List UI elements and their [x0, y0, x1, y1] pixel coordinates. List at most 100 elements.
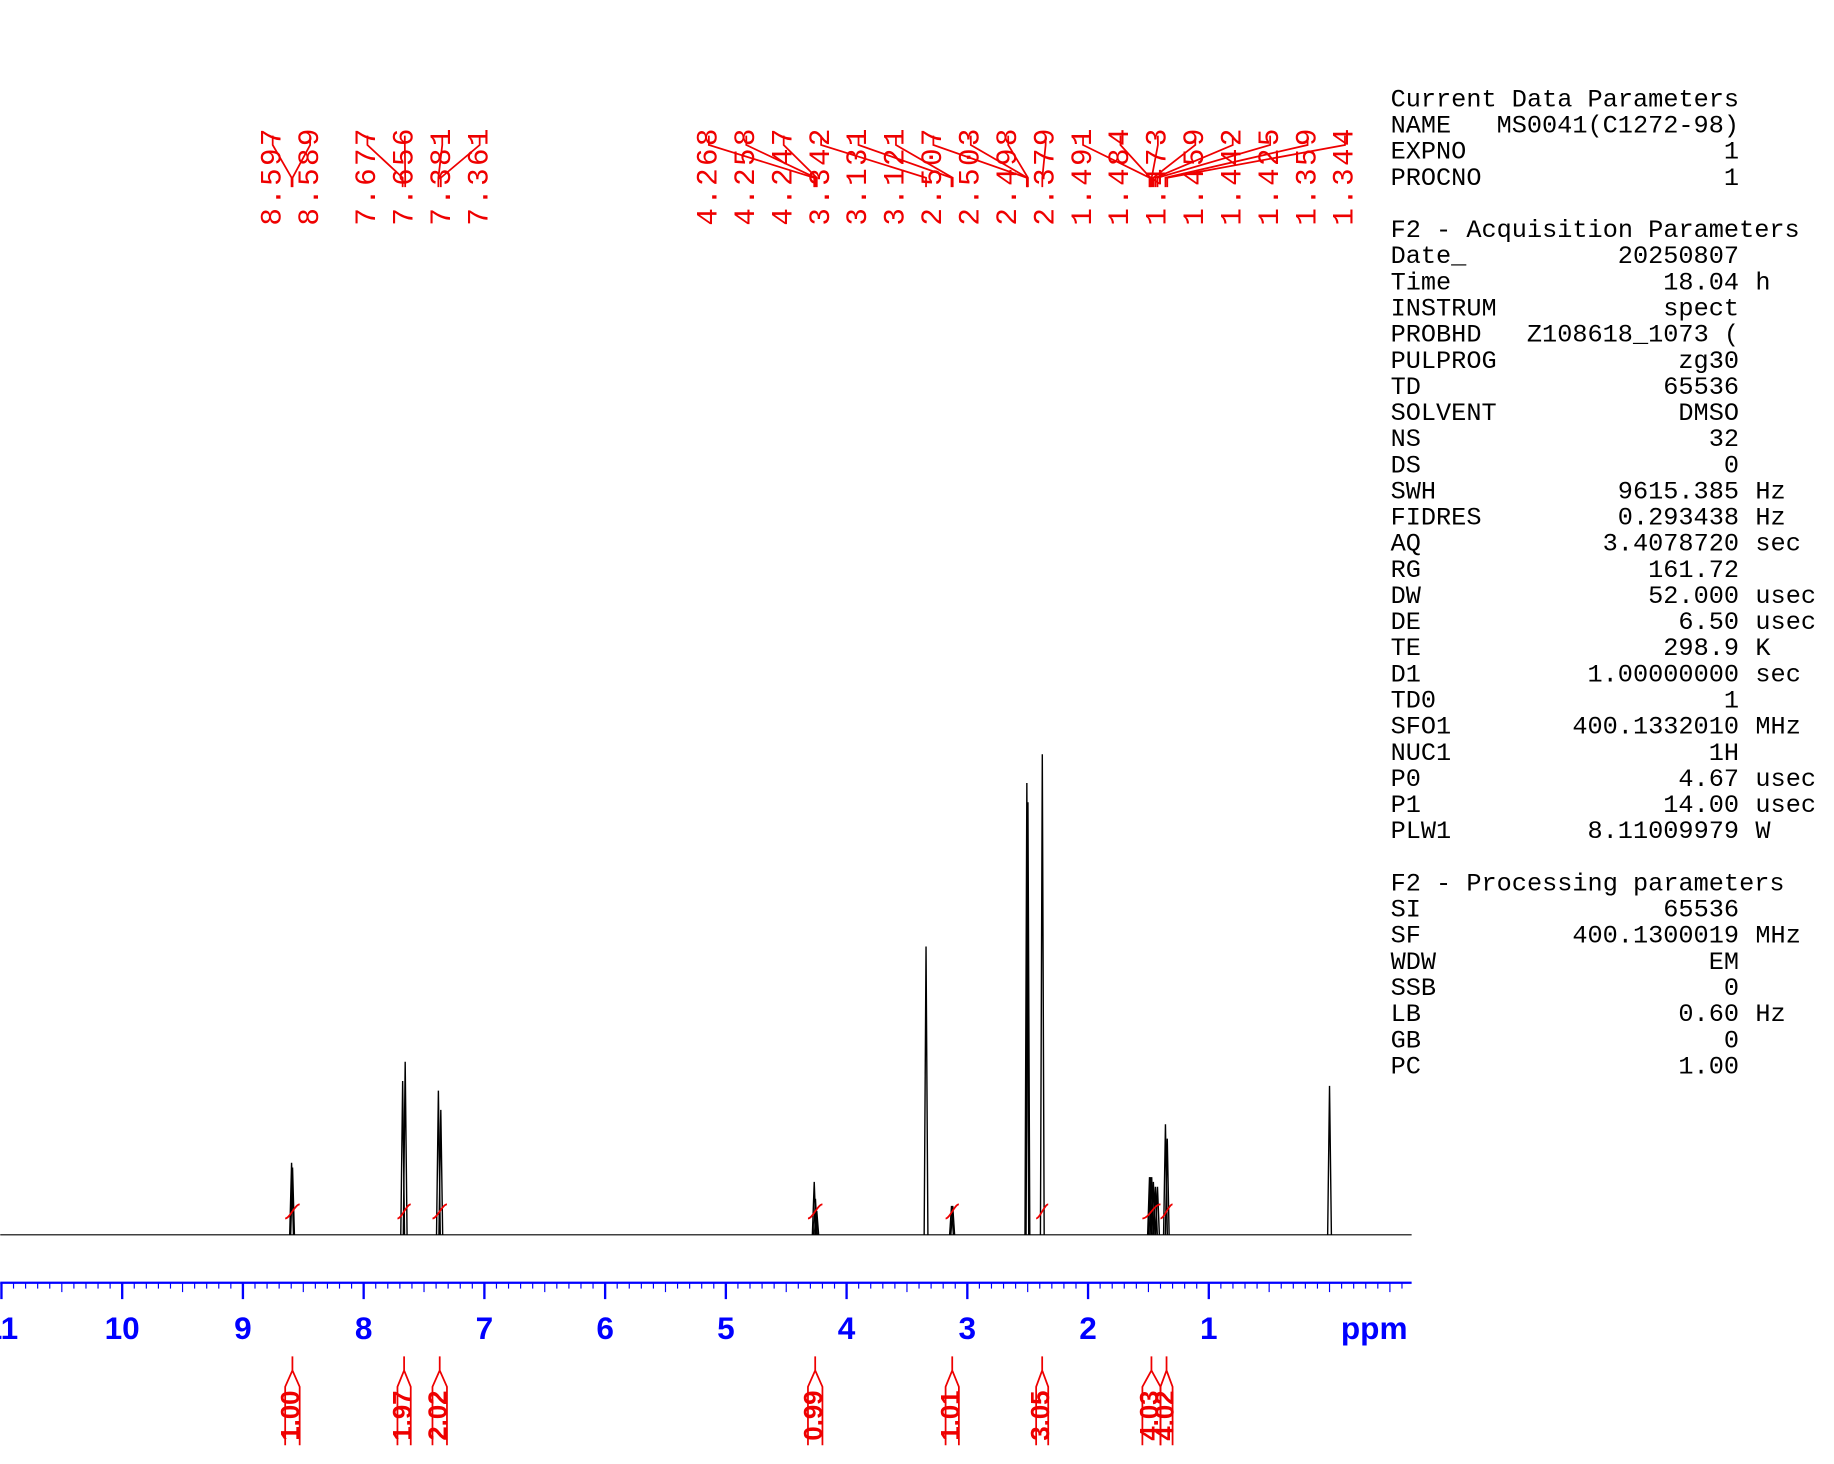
integral-label: 1.97 [389, 1391, 417, 1441]
parameter-unit: Hz [1755, 1000, 1785, 1029]
integral-curve [432, 1203, 448, 1220]
parameter-name: P0 [1391, 765, 1421, 794]
parameter-value: 1 [1724, 687, 1739, 716]
parameter-value: 400.1300019 [1572, 922, 1739, 951]
parameter-value: EM [1709, 948, 1739, 977]
x-tick-label: 2 [1079, 1310, 1097, 1346]
parameter-unit: h [1755, 268, 1770, 297]
peak-leader [271, 135, 293, 188]
parameter-name: TD0 [1391, 687, 1436, 716]
parameter-name: P1 [1391, 791, 1421, 820]
x-tick-label: 4 [838, 1310, 856, 1346]
parameter-name: SFO1 [1391, 713, 1452, 742]
peak [814, 1210, 820, 1235]
parameter-name: EXPNO [1391, 138, 1467, 167]
parameter-value: 1H [1709, 739, 1739, 768]
parameter-section-title: F2 - Processing parameters [1391, 869, 1785, 898]
peak [1039, 754, 1045, 1235]
parameter-value: 0.293438 [1618, 504, 1739, 533]
parameter-value: 161.72 [1648, 556, 1739, 585]
integral-curve [284, 1203, 300, 1220]
peak [812, 1198, 819, 1235]
parameter-unit: sec [1755, 660, 1800, 689]
parameter-name: SOLVENT [1391, 399, 1497, 428]
integral-curve [1142, 1203, 1161, 1220]
integral-label: 1.00 [277, 1391, 305, 1441]
parameter-value: 3.4078720 [1603, 530, 1739, 559]
peak-leader [895, 135, 954, 188]
integral-curve [807, 1203, 823, 1220]
x-tick-label: 6 [596, 1310, 614, 1346]
peak-leader [437, 135, 444, 188]
peak [811, 1181, 817, 1235]
parameter-name: NS [1391, 425, 1421, 454]
peak-leader [707, 135, 816, 188]
parameter-name: DS [1391, 451, 1421, 480]
parameter-value: Z108618_1073 ( [1527, 321, 1739, 350]
parameter-value: 14.00 [1663, 791, 1739, 820]
peak-leader [1154, 135, 1234, 188]
integral-curve [397, 1203, 412, 1220]
integral-bracket [431, 1356, 448, 1446]
parameter-name: D1 [1391, 660, 1421, 689]
peak [923, 946, 929, 1235]
peak [1154, 1186, 1161, 1235]
parameter-name: DW [1391, 582, 1422, 611]
peak-leader [1041, 135, 1047, 188]
parameter-unit: usec [1755, 582, 1816, 611]
parameter-unit: sec [1755, 530, 1800, 559]
peak [1149, 1177, 1155, 1235]
parameter-unit: Hz [1755, 477, 1785, 506]
parameter-value: zg30 [1678, 347, 1739, 376]
parameter-name: FIDRES [1391, 504, 1482, 533]
parameter-name: Date_ [1391, 242, 1468, 271]
parameter-value: 9615.385 [1618, 477, 1739, 506]
integral-curve [945, 1203, 960, 1220]
x-tick-label: 3 [959, 1310, 977, 1346]
parameter-name: PULPROG [1391, 347, 1497, 376]
parameter-value: 400.1332010 [1572, 713, 1739, 742]
parameter-name: TD [1391, 373, 1421, 402]
parameter-value: DMSO [1678, 399, 1739, 428]
parameter-value: 1.00 [1678, 1052, 1739, 1081]
peak [402, 1061, 408, 1235]
x-tick-label: 8 [355, 1310, 373, 1346]
peak-leader [857, 135, 953, 188]
peak [1164, 1138, 1170, 1235]
parameter-value: 20250807 [1618, 242, 1739, 271]
x-tick-label: 1 [1200, 1310, 1218, 1346]
parameter-value: 0 [1724, 451, 1739, 480]
x-axis-label: ppm [1341, 1310, 1408, 1346]
parameter-name: RG [1391, 556, 1421, 585]
integral-curve [1160, 1203, 1173, 1220]
peak-leader [1152, 135, 1197, 188]
parameter-name: TE [1391, 634, 1421, 663]
peak [1025, 802, 1031, 1235]
integral-bracket [1159, 1356, 1174, 1446]
peak-leader [1166, 135, 1346, 188]
parameter-unit: usec [1755, 765, 1816, 794]
parameter-value: 65536 [1663, 896, 1739, 925]
integral-label: 0.99 [800, 1391, 828, 1441]
parameter-value: 65536 [1663, 373, 1739, 402]
parameter-unit: MHz [1755, 713, 1800, 742]
x-tick-label: 5 [717, 1310, 735, 1346]
parameter-name: PROBHD [1391, 321, 1482, 350]
integral-label: 4.03 [1136, 1391, 1164, 1441]
integral-label: 4.02 [1151, 1391, 1179, 1441]
parameter-name: PLW1 [1391, 817, 1452, 846]
parameter-name: AQ [1391, 530, 1421, 559]
peak-leader [782, 135, 818, 188]
peak-leader [745, 135, 817, 188]
parameter-name: SF [1391, 922, 1421, 951]
peak-leader [820, 135, 927, 188]
parameter-value: 0 [1724, 974, 1739, 1003]
integral-bracket [1035, 1356, 1050, 1446]
integral-label: 3.05 [1027, 1391, 1055, 1441]
peak [950, 1205, 956, 1235]
parameter-name: LB [1391, 1000, 1421, 1029]
parameter-section-title: F2 - Acquisition Parameters [1391, 216, 1800, 245]
integral-bracket [396, 1356, 412, 1446]
parameter-unit: usec [1755, 791, 1816, 820]
parameter-unit: W [1755, 817, 1771, 846]
